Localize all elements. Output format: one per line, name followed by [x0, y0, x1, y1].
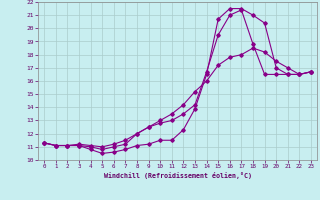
- X-axis label: Windchill (Refroidissement éolien,°C): Windchill (Refroidissement éolien,°C): [104, 172, 252, 179]
